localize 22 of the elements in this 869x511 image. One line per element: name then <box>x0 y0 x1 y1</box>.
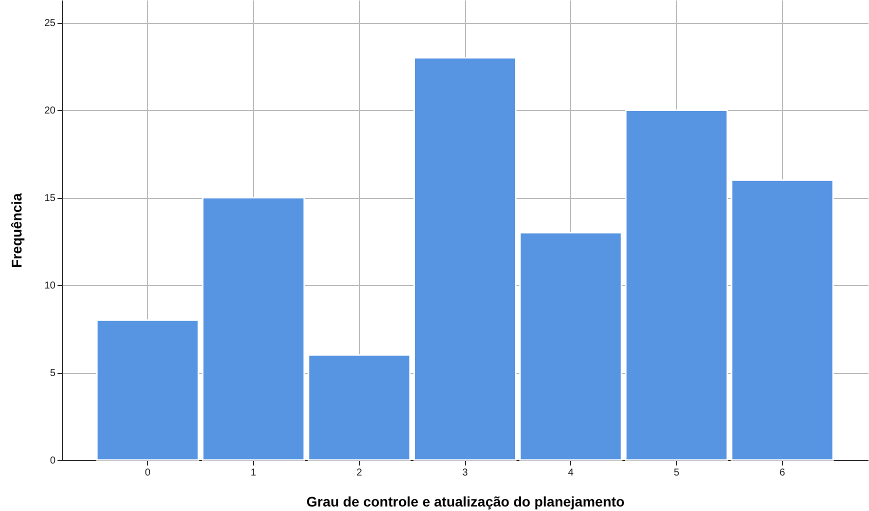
x-tick-label: 6 <box>780 468 786 478</box>
x-tick-label: 0 <box>144 468 151 478</box>
x-tick-label: 1 <box>250 468 257 478</box>
bar <box>519 232 622 461</box>
y-tick-label: 15 <box>44 193 56 204</box>
y-tick-label: 25 <box>44 18 56 30</box>
bar <box>96 319 200 461</box>
bar <box>625 109 728 461</box>
x-axis-title: Grau de controle e atualização do planejamento <box>306 494 625 510</box>
y-tick-label: 0 <box>50 456 56 466</box>
bar <box>730 179 834 461</box>
y-tick-label: 5 <box>50 368 56 380</box>
bar <box>202 196 305 461</box>
y-tick-label: 20 <box>44 106 56 117</box>
bar <box>413 56 517 461</box>
bar <box>308 354 411 461</box>
y-tick-label: 10 <box>44 280 56 292</box>
x-tick-label: 2 <box>356 468 362 478</box>
y-axis-title: Frequência <box>8 192 24 268</box>
x-tick-label: 3 <box>462 468 468 478</box>
x-tick-label: 4 <box>568 468 574 478</box>
x-tick-label: 5 <box>674 468 680 478</box>
